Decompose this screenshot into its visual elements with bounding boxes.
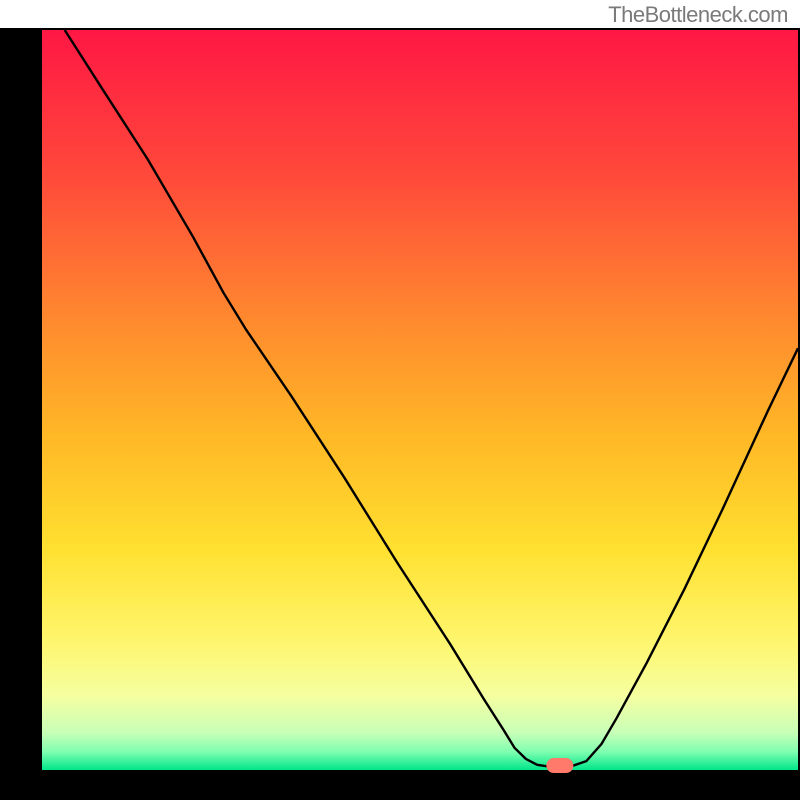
plot-gradient-background xyxy=(42,30,798,770)
optimal-point-marker xyxy=(547,759,573,773)
watermark-text: TheBottleneck.com xyxy=(608,2,788,28)
bottleneck-plot xyxy=(0,0,800,800)
chart-container: TheBottleneck.com xyxy=(0,0,800,800)
